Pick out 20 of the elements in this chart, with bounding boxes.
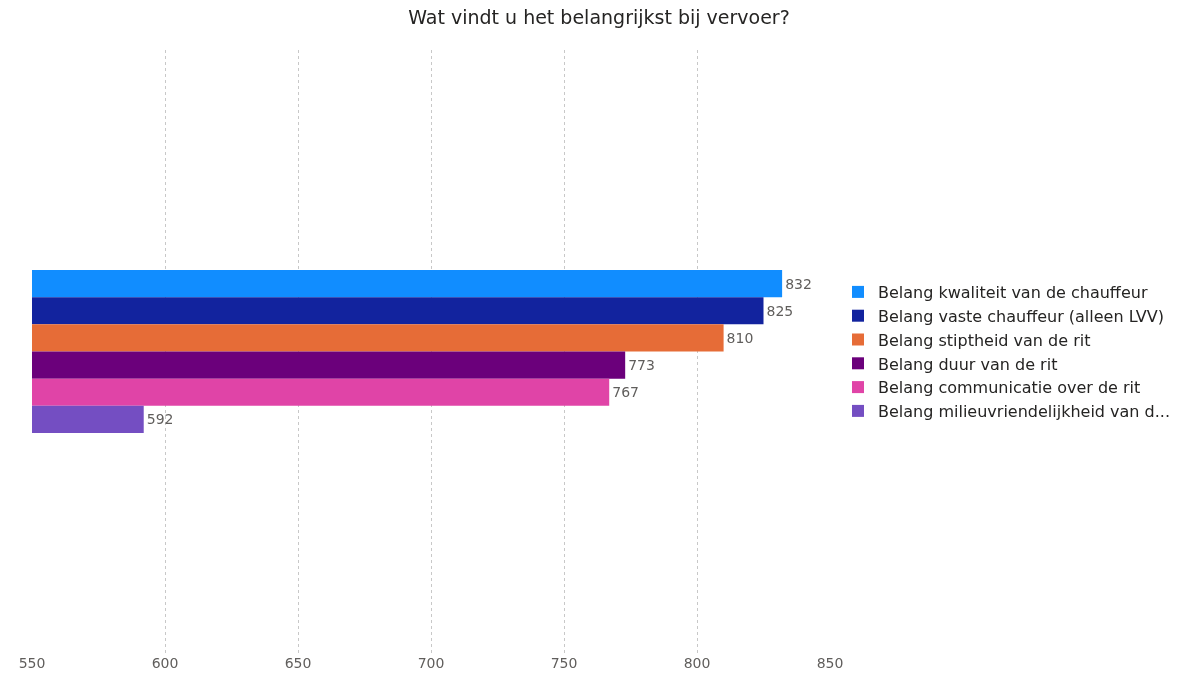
legend-label: Belang milieuvriendelijkheid van d... (877, 402, 1171, 422)
legend-label: Belang vaste chauffeur (alleen LVV) (877, 306, 1164, 326)
data-label: 825 (766, 302, 794, 319)
legend-label: Belang stiptheid van de rit (877, 330, 1091, 350)
x-tick-label: 850 (816, 655, 844, 671)
data-label: 832 (785, 275, 812, 292)
legend-label: Belang duur van de rit (877, 354, 1058, 374)
chart-title: Wat vindt u het belangrijkst bij vervoer? (408, 5, 790, 28)
legend-label: Belang communicatie over de rit (877, 378, 1141, 398)
data-label: 767 (612, 384, 639, 401)
data-label: 773 (628, 357, 655, 374)
x-tick-label: 600 (151, 655, 179, 671)
legend-label: Belang kwaliteit van de chauffeur (877, 283, 1148, 303)
x-tick-label: 800 (683, 655, 711, 671)
data-label: 592 (146, 411, 174, 428)
data-label: 810 (726, 329, 754, 346)
x-tick-label: 700 (417, 655, 445, 671)
x-tick-label: 650 (284, 655, 312, 671)
x-tick-label: 750 (550, 655, 578, 671)
x-tick-label: 550 (18, 655, 46, 671)
